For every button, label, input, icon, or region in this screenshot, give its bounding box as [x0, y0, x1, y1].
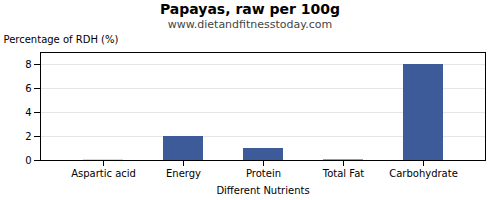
- svg-text:Percentage of RDH (%): Percentage of RDH (%): [4, 34, 119, 45]
- svg-text:Aspartic acid: Aspartic acid: [71, 168, 136, 179]
- svg-text:Carbohydrate: Carbohydrate: [389, 168, 458, 179]
- svg-text:2: 2: [25, 131, 31, 142]
- svg-text:Energy: Energy: [166, 168, 201, 179]
- svg-text:Protein: Protein: [246, 168, 281, 179]
- svg-text:Total Fat: Total Fat: [322, 168, 364, 179]
- html-text:www.dietandfitnesstoday.com: www.dietandfitnesstoday.com: [167, 18, 333, 31]
- svg-text:0: 0: [25, 155, 31, 166]
- svg-text:6: 6: [25, 83, 31, 94]
- svg-text:4: 4: [25, 107, 31, 118]
- svg-text:8: 8: [25, 59, 31, 70]
- html-text:Papayas, raw per 100g: Papayas, raw per 100g: [159, 1, 341, 17]
- svg-text:Different Nutrients: Different Nutrients: [216, 185, 309, 196]
